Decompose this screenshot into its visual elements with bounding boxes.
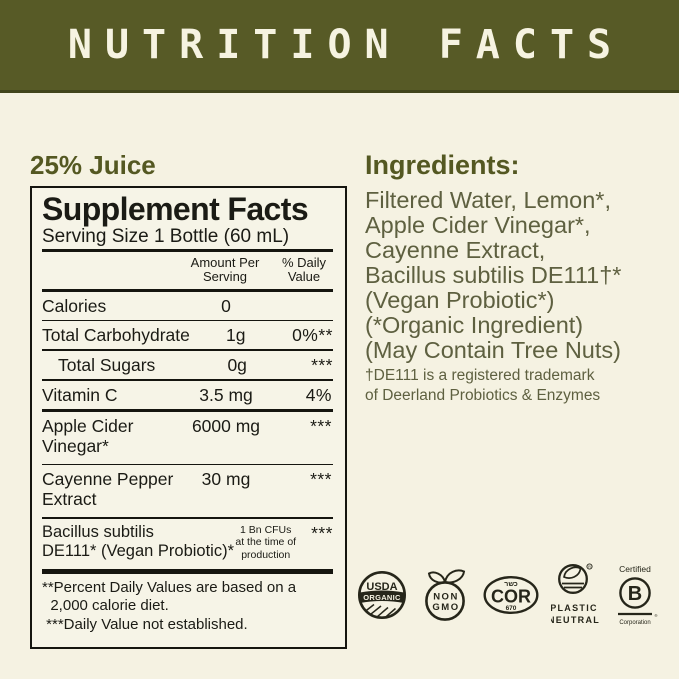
nutrient-dv: ***: [310, 469, 332, 490]
table-row-total-carbohydrate: Total Carbohydrate 1g 0%**: [42, 323, 333, 347]
divider: [42, 349, 333, 351]
table-column-headers: Amount Per Serving % Daily Value: [42, 254, 333, 287]
nutrient-label: Vitamin C: [42, 384, 118, 405]
de111-trademark-note: †DE111 is a registered trademark of Deer…: [365, 367, 601, 404]
supplement-facts-box: Supplement Facts Serving Size 1 Bottle (…: [30, 186, 347, 649]
table-row-total-sugars: Total Sugars 0g ***: [42, 353, 333, 377]
serving-size: Serving Size 1 Bottle (60 mL): [42, 226, 290, 247]
juice-percentage-label: 25% Juice: [30, 150, 156, 180]
corporation-text: Corporation: [619, 620, 650, 626]
plastic-neutral-icon: R PLASTIC NEUTRAL: [548, 562, 599, 633]
usda-text: USDA: [366, 581, 397, 593]
b-corp-icon: Certified B ® Corporation: [612, 563, 660, 632]
nutrient-label: Cayenne Pepper Extract: [42, 469, 174, 510]
divider: [42, 409, 333, 412]
svg-text:R: R: [588, 565, 591, 569]
nutrient-dv: ***: [311, 354, 333, 375]
certified-text: Certified: [619, 564, 651, 574]
daily-value-header: % Daily Value: [281, 255, 327, 285]
cor-kosher-icon: כשר COR 670: [483, 575, 539, 620]
nutrient-label: Total Sugars: [58, 354, 156, 375]
supplement-facts-title: Supplement Facts: [42, 191, 309, 227]
cor-text: COR: [491, 586, 531, 606]
nutrient-amount: 3.5 mg: [199, 384, 253, 405]
nutrient-amount: 1g: [226, 325, 246, 346]
svg-text:®: ®: [655, 613, 658, 618]
nutrient-label: Apple Cider Vinegar*: [42, 415, 134, 456]
organic-text: ORGANIC: [363, 592, 401, 601]
cor-hebrew-text: כשר: [504, 581, 518, 588]
nutrient-dv: 0%**: [292, 325, 333, 346]
nutrient-amount: 1 Bn CFUs at the time of production: [235, 523, 297, 561]
amount-per-serving-header: Amount Per Serving: [190, 255, 260, 285]
divider: [42, 463, 333, 466]
nutrient-label: Total Carbohydrate: [42, 325, 190, 346]
nutrient-dv: ***: [311, 522, 333, 543]
nutrient-amount: 30 mg: [201, 469, 251, 490]
divider: [42, 249, 333, 252]
nutrient-amount: 0g: [227, 354, 247, 375]
cor-number: 670: [505, 605, 516, 612]
ingredients-heading: Ingredients:: [365, 150, 520, 180]
nutrient-amount: 6000 mg: [191, 415, 261, 436]
divider: [42, 319, 333, 322]
gmo-text: GMO: [432, 602, 459, 613]
certification-badges: USDA ORGANIC NON GMO: [357, 560, 660, 634]
nutrient-label: Calories: [42, 295, 107, 316]
divider: [42, 288, 333, 292]
divider: [42, 568, 333, 574]
banner-title: NUTRITION FACTS: [67, 22, 625, 68]
non-text: NON: [433, 592, 459, 603]
nutrient-dv: ***: [310, 415, 332, 436]
usda-organic-icon: USDA ORGANIC: [357, 569, 407, 626]
non-gmo-icon: NON GMO: [420, 567, 470, 627]
ingredients-list: Filtered Water, Lemon*, Apple Cider Vine…: [365, 187, 622, 363]
plastic-text: PLASTIC: [551, 603, 598, 613]
divider: [42, 378, 333, 381]
nutrient-label: Bacillus subtilis DE111* (Vegan Probioti…: [42, 522, 234, 561]
table-row-vitamin-c: Vitamin C 3.5 mg 4%: [42, 383, 333, 407]
table-row-apple-cider-vinegar: Apple Cider Vinegar* 6000 mg ***: [42, 414, 333, 462]
divider: [42, 517, 333, 519]
neutral-text: NEUTRAL: [551, 615, 599, 625]
nutrition-facts-banner: NUTRITION FACTS: [0, 0, 679, 93]
table-row-cayenne-pepper-extract: Cayenne Pepper Extract 30 mg ***: [42, 467, 333, 515]
b-letter: B: [628, 583, 642, 605]
nutrient-dv: 4%: [305, 384, 332, 405]
table-row-bacillus-subtilis: Bacillus subtilis DE111* (Vegan Probioti…: [42, 521, 333, 567]
daily-value-footnotes: **Percent Daily Values are based on a 2,…: [42, 578, 297, 634]
table-row-calories: Calories 0: [42, 294, 333, 318]
nutrient-amount: 0: [221, 295, 231, 316]
